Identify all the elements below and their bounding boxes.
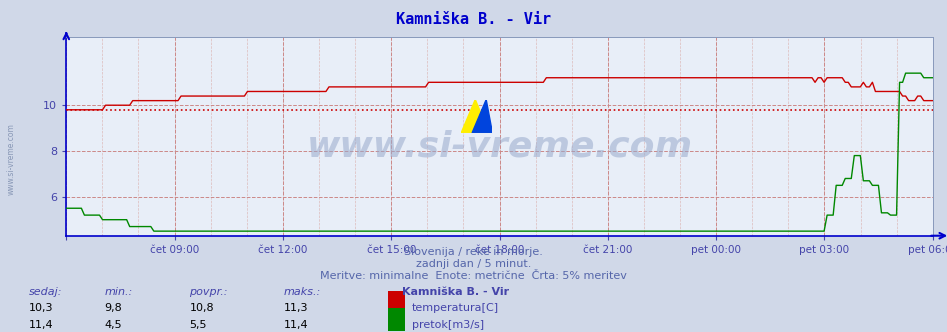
Text: 5,5: 5,5 [189,320,206,330]
Text: Slovenija / reke in morje.: Slovenija / reke in morje. [404,247,543,257]
FancyBboxPatch shape [388,308,405,331]
Text: 11,4: 11,4 [284,320,309,330]
Text: Meritve: minimalne  Enote: metrične  Črta: 5% meritev: Meritve: minimalne Enote: metrične Črta:… [320,271,627,281]
Text: Kamniška B. - Vir: Kamniška B. - Vir [402,287,509,297]
Text: 11,4: 11,4 [28,320,53,330]
Polygon shape [473,100,492,133]
Text: povpr.:: povpr.: [189,287,228,297]
Polygon shape [461,100,490,133]
Text: sedaj:: sedaj: [28,287,62,297]
Text: www.si-vreme.com: www.si-vreme.com [307,129,692,163]
Text: 9,8: 9,8 [104,303,122,313]
Text: www.si-vreme.com: www.si-vreme.com [7,124,16,195]
Text: temperatura[C]: temperatura[C] [412,303,499,313]
FancyBboxPatch shape [388,291,405,313]
Text: pretok[m3/s]: pretok[m3/s] [412,320,484,330]
Text: 10,8: 10,8 [189,303,214,313]
Text: 11,3: 11,3 [284,303,309,313]
Text: min.:: min.: [104,287,133,297]
Text: zadnji dan / 5 minut.: zadnji dan / 5 minut. [416,259,531,269]
Text: maks.:: maks.: [284,287,321,297]
Text: 4,5: 4,5 [104,320,122,330]
Text: 10,3: 10,3 [28,303,53,313]
Text: Kamniška B. - Vir: Kamniška B. - Vir [396,12,551,27]
